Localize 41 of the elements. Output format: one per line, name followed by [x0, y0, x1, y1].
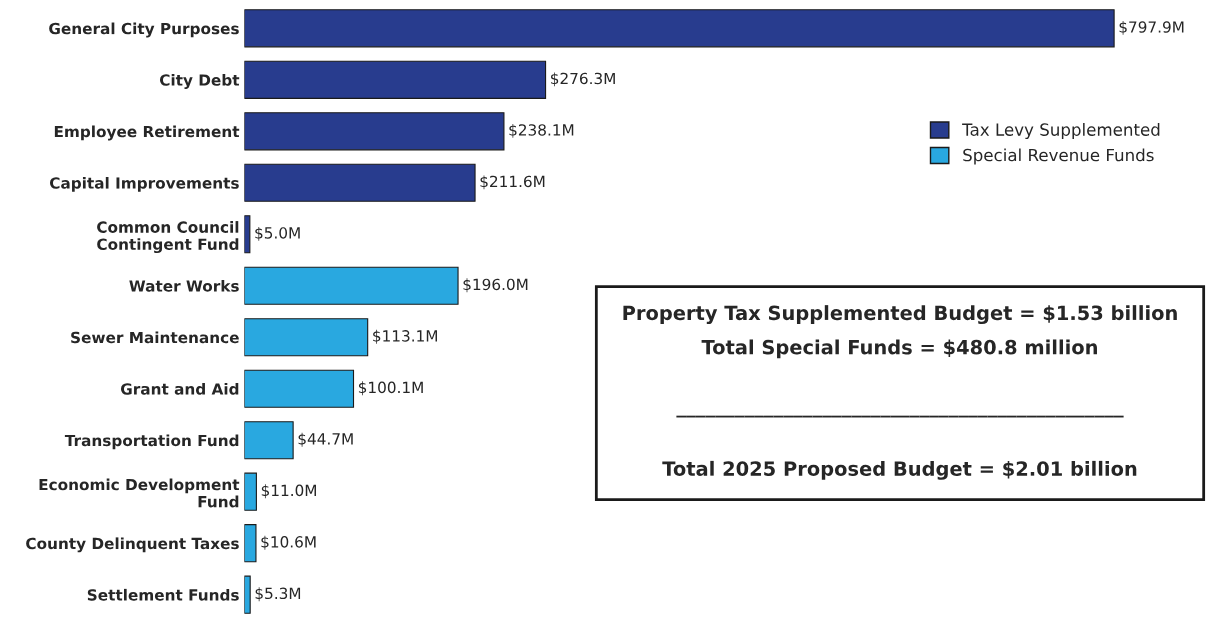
data-label: $100.1M	[358, 381, 423, 396]
bar	[244, 524, 257, 563]
legend-label: Tax Levy Supplemented	[962, 122, 1160, 140]
y-tick-label: County Delinquent Taxes	[26, 537, 239, 553]
y-tick-label: Water Works	[129, 279, 239, 292]
annotation: ______________________________________________	[676, 415, 1124, 418]
bar	[244, 318, 369, 357]
bar	[244, 266, 459, 305]
bar	[244, 369, 355, 408]
data-label: $5.0M	[255, 226, 300, 241]
annotation: Total Special Funds = $480.8 million	[701, 339, 1097, 359]
data-label: $797.9M	[1119, 20, 1184, 35]
bar	[244, 9, 1115, 48]
y-tick-label: Capital Improvements	[49, 176, 239, 192]
y-tick-label: Transportation Fund	[64, 434, 239, 450]
data-label: $5.3M	[255, 587, 301, 602]
data-label: $211.6M	[480, 175, 545, 190]
y-tick-label: Sewer Maintenance	[71, 331, 239, 344]
y-tick-label: Economic Development Fund	[39, 478, 240, 508]
y-tick-label: Grant and Aid	[120, 382, 239, 395]
data-label: $276.3M	[551, 72, 615, 87]
bar	[244, 163, 476, 202]
bar	[244, 472, 257, 511]
annotation: Property Tax Supplemented Budget = $1.53 billion	[623, 305, 1177, 325]
bar	[244, 421, 294, 460]
legend-label: Special Revenue Funds	[963, 148, 1154, 165]
bar	[244, 112, 505, 151]
y-tick-label: General City Purposes	[49, 22, 239, 38]
y-tick-label: Settlement Funds	[87, 588, 239, 601]
y-tick-label: Common Council Contingent Fund	[97, 221, 239, 254]
data-label: $196.0M	[463, 278, 528, 293]
y-tick-label: Employee Retirement	[54, 125, 240, 141]
data-label: $238.1M	[509, 123, 574, 138]
data-label: $113.1M	[373, 329, 437, 344]
data-label: $44.7M	[298, 432, 353, 447]
bar	[244, 575, 251, 614]
data-label: $11.0M	[261, 484, 316, 499]
annotation: Total 2025 Proposed Budget = $2.01 billion	[662, 460, 1137, 480]
bar	[244, 60, 547, 99]
data-label: $10.6M	[261, 535, 316, 550]
y-tick-label: City Debt	[159, 74, 240, 89]
